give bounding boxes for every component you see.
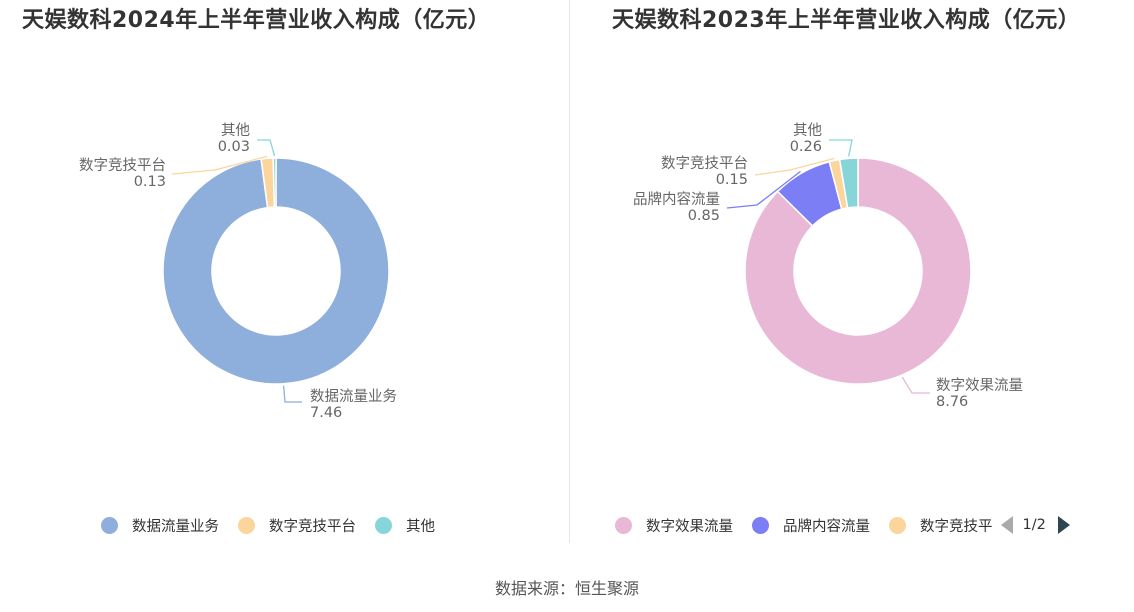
legend-page-indicator: 1/2 bbox=[1022, 517, 1046, 533]
legend-dot bbox=[752, 516, 769, 534]
legend-label: 数字竞技平台 bbox=[269, 518, 356, 535]
slice-label-name: 数字效果流量 bbox=[936, 377, 1023, 394]
legend-item-esports-platform[interactable]: 数字竞技平台 bbox=[238, 515, 356, 536]
pie-slice[interactable] bbox=[838, 157, 859, 209]
slice-label-name: 其他 bbox=[793, 122, 822, 139]
slice-label-value: 8.76 bbox=[936, 394, 968, 410]
slice-label-value: 7.46 bbox=[310, 405, 342, 421]
pie-slice[interactable] bbox=[272, 157, 277, 208]
legend-label: 数据流量业务 bbox=[132, 518, 219, 535]
legend-2023: 数字效果流量 品牌内容流量 数字竞技平 1/2 bbox=[615, 514, 1070, 536]
slice-label-value: 0.85 bbox=[688, 208, 720, 224]
leader-line bbox=[171, 155, 268, 175]
chart-title-2023: 天娱数科2023年上半年营业收入构成（亿元） bbox=[612, 8, 1081, 33]
legend-label: 品牌内容流量 bbox=[783, 518, 870, 535]
slice-label-name: 数字竞技平台 bbox=[661, 154, 748, 172]
chart-title-2024: 天娱数科2024年上半年营业收入构成（亿元） bbox=[22, 8, 491, 33]
legend-dot bbox=[101, 516, 118, 534]
pie-slice[interactable] bbox=[162, 157, 390, 385]
slice-label-name: 品牌内容流量 bbox=[633, 191, 720, 208]
legend-2024: 数据流量业务 数字竞技平台 其他 bbox=[101, 514, 454, 536]
legend-label: 其他 bbox=[406, 518, 435, 535]
slice-label-name: 数据流量业务 bbox=[310, 388, 397, 405]
legend-dot bbox=[238, 516, 255, 534]
leader-line bbox=[282, 385, 302, 403]
legend-label: 数字效果流量 bbox=[646, 518, 733, 535]
data-source: 数据来源：恒生聚源 bbox=[494, 579, 639, 598]
leader-line bbox=[901, 376, 930, 394]
legend-item-data-traffic[interactable]: 数据流量业务 bbox=[101, 515, 219, 536]
leader-line bbox=[726, 170, 801, 209]
slice-label-value: 0.13 bbox=[134, 174, 166, 190]
leader-line bbox=[754, 157, 835, 176]
legend-item-digital-effect[interactable]: 数字效果流量 bbox=[615, 515, 733, 536]
legend-dot bbox=[375, 516, 392, 534]
slice-label-value: 0.15 bbox=[716, 172, 748, 188]
legend-dot bbox=[615, 516, 632, 534]
slice-label-value: 0.03 bbox=[218, 139, 250, 155]
legend-pager: 1/2 bbox=[1000, 516, 1070, 534]
leader-line bbox=[257, 139, 276, 157]
legend-label: 数字竞技平 bbox=[920, 518, 993, 535]
legend-item-other[interactable]: 其他 bbox=[375, 515, 435, 536]
legend-dot bbox=[889, 516, 906, 534]
slice-label-value: 0.26 bbox=[790, 139, 822, 155]
pager-prev-icon[interactable] bbox=[1000, 516, 1013, 534]
pager-next-icon[interactable] bbox=[1057, 516, 1070, 534]
legend-item-esports-platform[interactable]: 数字竞技平 bbox=[889, 515, 993, 536]
slice-label-name: 数字竞技平台 bbox=[79, 156, 166, 174]
legend-item-brand-content[interactable]: 品牌内容流量 bbox=[752, 515, 870, 536]
panel-divider bbox=[569, 0, 570, 543]
leader-line bbox=[829, 139, 853, 157]
pie-slice[interactable] bbox=[744, 157, 972, 385]
slice-label-name: 其他 bbox=[221, 122, 250, 139]
